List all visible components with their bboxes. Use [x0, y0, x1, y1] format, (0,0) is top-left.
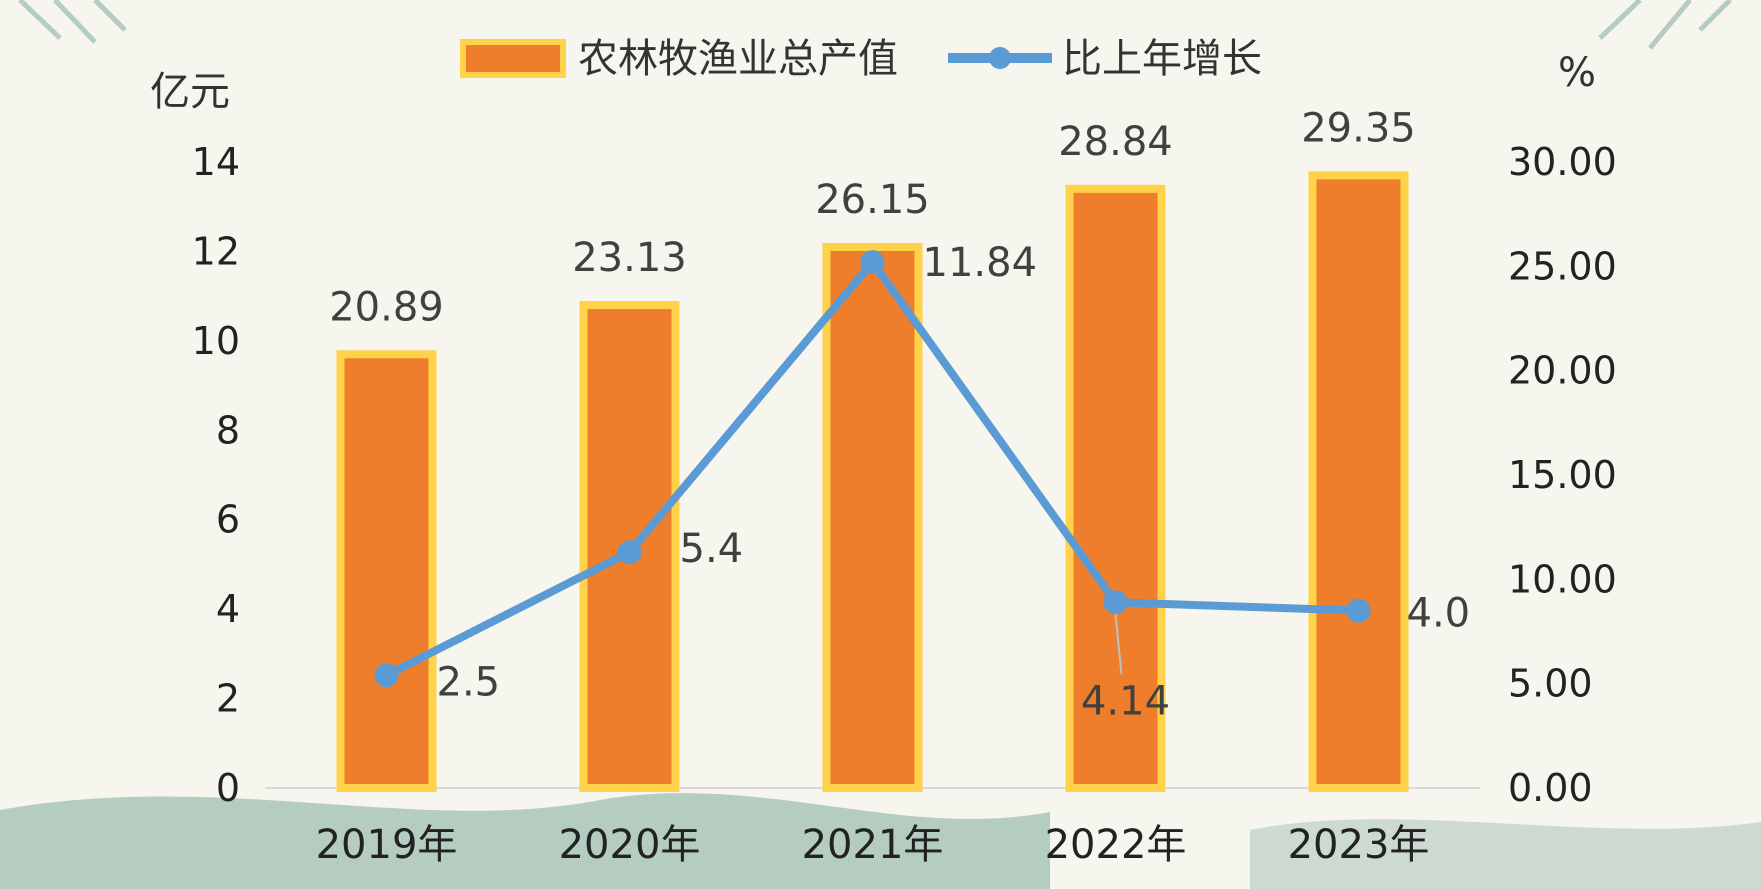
y-left-tick-label: 10 — [192, 319, 240, 363]
bar-value-label: 29.35 — [1301, 105, 1416, 151]
legend-swatch-bar — [460, 39, 566, 78]
hill-shape — [1250, 819, 1761, 889]
y-right-tick-label: 5.00 — [1508, 662, 1593, 706]
x-tick-label: 2021年 — [802, 822, 944, 868]
y-right-unit: % — [1558, 50, 1596, 96]
axes: 0 2 4 6 8 10 12 14 0.00 5.00 10.00 15.00 20.00 25.00 3… — [150, 50, 1617, 868]
legend-marker — [989, 47, 1011, 69]
line-point — [860, 250, 885, 275]
bar-value-label: 26.15 — [815, 177, 930, 223]
x-tick-label: 2019年 — [316, 822, 458, 868]
y-left-unit: 亿元 — [150, 69, 230, 115]
label-leader-line — [1114, 614, 1123, 675]
y-right-tick-label: 20.00 — [1508, 349, 1617, 393]
line-value-label: 5.4 — [680, 526, 744, 572]
bar-series — [336, 171, 1409, 793]
y-right-tick-label: 0.00 — [1508, 766, 1593, 810]
line-value-label: 11.84 — [923, 240, 1038, 286]
y-left-tick-label: 14 — [192, 140, 240, 184]
bar-value-label: 20.89 — [329, 284, 444, 330]
bar — [336, 350, 437, 792]
bar — [822, 242, 923, 792]
data-labels: 20.89 23.13 26.15 28.84 29.35 2.5 5.4 11.84 4.14… — [329, 105, 1470, 724]
x-tick-label: 2023年 — [1288, 822, 1430, 868]
legend: 农林牧渔业总产值 比上年增长 — [460, 36, 1262, 82]
y-left-tick-label: 0 — [216, 766, 240, 810]
line-point — [374, 663, 399, 688]
hill-shape — [0, 793, 1050, 889]
line-point — [1346, 598, 1371, 623]
y-right-tick-label: 10.00 — [1508, 557, 1617, 601]
x-tick-label: 2022年 — [1045, 822, 1187, 868]
y-left-tick-label: 6 — [216, 498, 240, 542]
leaf-decoration — [18, 0, 127, 44]
line-point — [1103, 590, 1128, 615]
y-right-tick-label: 25.00 — [1508, 244, 1617, 288]
bar — [1308, 171, 1409, 792]
y-left-tick-label: 2 — [216, 677, 240, 721]
y-left-tick-label: 8 — [216, 408, 240, 452]
bar — [1065, 184, 1166, 793]
x-tick-label: 2020年 — [559, 822, 701, 868]
line-value-label: 4.14 — [1081, 678, 1170, 724]
bar-value-label: 28.84 — [1058, 119, 1173, 165]
line-value-label: 2.5 — [437, 659, 501, 705]
legend-label-bar: 农林牧渔业总产值 — [578, 36, 898, 82]
line-value-label: 4.0 — [1407, 591, 1471, 637]
y-left-tick-label: 12 — [192, 229, 240, 273]
bar-value-label: 23.13 — [572, 235, 687, 281]
y-right-tick-label: 30.00 — [1508, 140, 1617, 184]
line-series — [374, 250, 1371, 688]
y-right-tick-label: 15.00 — [1508, 453, 1617, 497]
legend-label-line: 比上年增长 — [1062, 36, 1262, 82]
line-point — [617, 540, 642, 565]
y-left-tick-label: 4 — [216, 587, 240, 631]
leaf-decoration — [1598, 0, 1732, 50]
